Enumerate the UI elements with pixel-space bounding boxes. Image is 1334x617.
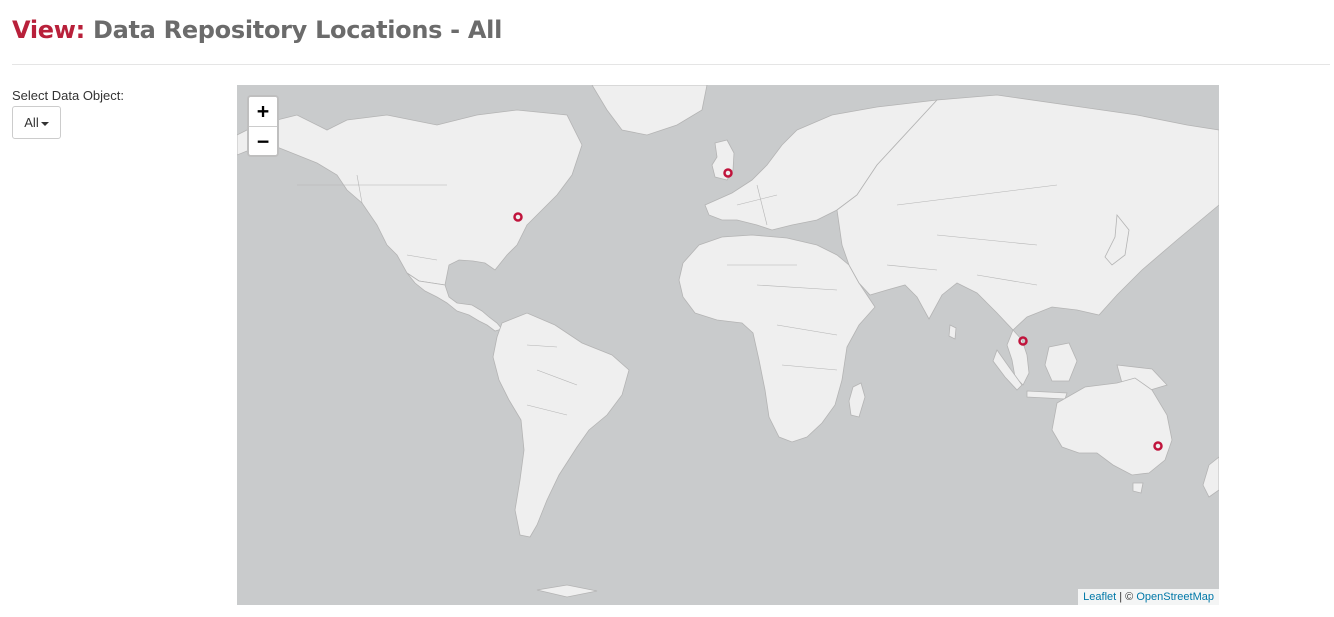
map-basemap (237, 85, 1219, 598)
zoom-in-button[interactable]: + (249, 97, 277, 127)
zoom-control: + − (247, 95, 279, 157)
map[interactable]: + − Leaflet | © OpenStreetMap (237, 85, 1219, 605)
south-america (492, 312, 630, 538)
marker-singapore (1018, 336, 1028, 346)
tasmania (1132, 482, 1144, 494)
new-zealand (1202, 456, 1219, 498)
japan (1104, 213, 1130, 266)
page-header: View: Data Repository Locations - All (12, 12, 1330, 65)
marker-us-east (513, 212, 523, 222)
zoom-out-button[interactable]: − (249, 127, 277, 155)
australia (1051, 377, 1173, 476)
borneo (1044, 342, 1078, 382)
map-attribution: Leaflet | © OpenStreetMap (1078, 589, 1219, 605)
title-prefix: View: (12, 16, 85, 44)
madagascar (848, 382, 866, 418)
data-object-dropdown[interactable]: All (12, 106, 61, 139)
greenland (591, 85, 708, 136)
page-title: View: Data Repository Locations - All (12, 16, 502, 44)
title-text: Data Repository Locations - All (84, 16, 503, 44)
caret-down-icon (40, 121, 49, 126)
sri-lanka (948, 324, 957, 340)
africa (678, 234, 876, 443)
java (1026, 390, 1068, 400)
select-data-object-label: Select Data Object: (12, 88, 124, 103)
antarctica (536, 584, 598, 598)
land-masses (237, 85, 1219, 598)
attribution-separator: | © (1116, 591, 1137, 603)
country-borders (297, 174, 1058, 416)
repository-markers (513, 168, 1163, 451)
asia (836, 94, 1219, 331)
sumatra (992, 349, 1023, 391)
marker-sydney (1153, 441, 1163, 451)
north-america (237, 109, 583, 286)
openstreetmap-link[interactable]: OpenStreetMap (1136, 591, 1214, 603)
marker-london (723, 168, 733, 178)
leaflet-link[interactable]: Leaflet (1083, 591, 1117, 603)
dropdown-selected-value: All (24, 115, 39, 130)
central-america (406, 272, 503, 332)
